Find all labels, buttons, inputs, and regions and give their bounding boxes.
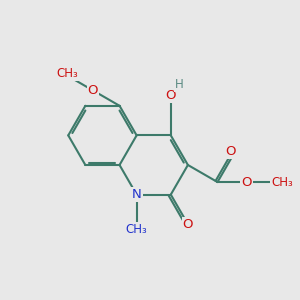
Text: O: O	[88, 84, 98, 97]
Text: H: H	[175, 78, 184, 92]
Text: O: O	[183, 218, 193, 231]
Text: O: O	[225, 145, 236, 158]
Text: CH₃: CH₃	[271, 176, 292, 189]
Text: CH₃: CH₃	[126, 223, 148, 236]
Text: O: O	[241, 176, 252, 189]
Text: CH₃: CH₃	[57, 67, 79, 80]
Text: O: O	[166, 89, 176, 102]
Text: N: N	[132, 188, 142, 201]
